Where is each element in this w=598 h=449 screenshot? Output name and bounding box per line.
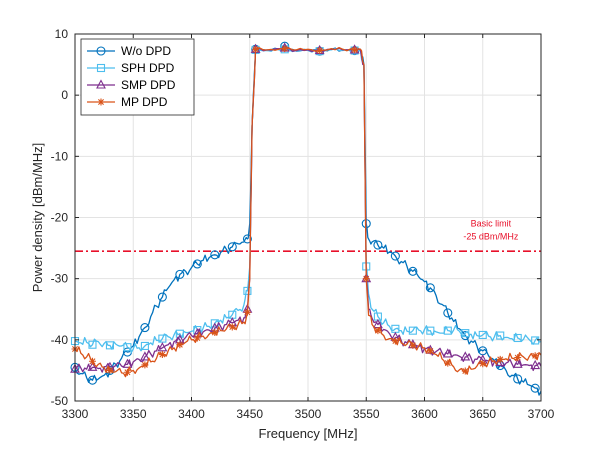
data-point (193, 334, 201, 342)
data-point (243, 308, 251, 316)
data-point (228, 323, 236, 331)
data-point (374, 327, 382, 335)
data-point (175, 269, 185, 279)
data-point (351, 46, 359, 54)
data-point (87, 375, 98, 385)
data-point (442, 348, 453, 358)
data-point (443, 326, 452, 335)
x-tick-label: 3700 (528, 407, 555, 421)
data-point (496, 355, 504, 363)
legend-marker (96, 63, 106, 73)
data-point (426, 326, 435, 335)
data-point (123, 343, 132, 352)
data-point (391, 337, 399, 345)
data-point (106, 366, 114, 374)
data-point (140, 323, 150, 333)
data-point (512, 358, 523, 368)
annotation-line-2: -25 dBm/MHz (463, 232, 519, 242)
data-point (139, 351, 150, 361)
data-point (479, 360, 487, 368)
data-point (242, 234, 252, 244)
data-point (531, 352, 539, 360)
legend-marker (97, 98, 105, 106)
x-tick-label: 3400 (178, 407, 205, 421)
data-point (87, 361, 98, 371)
axis-ticks: 3300 3350 3400 3450 3500 3550 3600 3650 3700 -50 -… (51, 27, 555, 421)
data-point (176, 341, 184, 349)
data-point (157, 292, 167, 302)
series-layer (70, 41, 542, 396)
x-tick-label: 3550 (353, 407, 380, 421)
data-point (192, 259, 202, 269)
x-tick-label: 3300 (62, 407, 89, 421)
data-point (496, 331, 505, 340)
y-tick-label: -30 (51, 272, 69, 286)
data-point (88, 340, 97, 349)
data-point (444, 359, 452, 367)
data-point (408, 326, 417, 335)
data-point (531, 336, 540, 345)
data-point (460, 351, 471, 361)
data-point (390, 251, 400, 261)
data-point (530, 383, 540, 393)
data-point (478, 330, 487, 339)
data-point (158, 334, 167, 343)
legend-marker (96, 79, 106, 89)
legend-marker (96, 46, 106, 56)
data-point (210, 250, 220, 260)
data-point (105, 341, 114, 350)
y-axis-label: Power density [dBm/MHz] (30, 143, 45, 293)
x-tick-label: 3500 (295, 407, 322, 421)
data-point (461, 329, 470, 338)
data-point (443, 308, 453, 318)
data-point (426, 347, 434, 355)
data-point (211, 328, 219, 336)
data-point (409, 341, 417, 349)
annotation-line-1: Basic limit (471, 219, 512, 229)
x-axis-label: Frequency [MHz] (259, 426, 358, 441)
legend-entry-label: SPH DPD (121, 61, 175, 75)
data-point (461, 367, 469, 375)
data-point (362, 275, 370, 283)
data-point (123, 368, 131, 376)
x-tick-label: 3350 (120, 407, 147, 421)
legend-entry-label: MP DPD (121, 95, 168, 109)
y-tick-label: -20 (51, 211, 69, 225)
data-point (252, 45, 260, 53)
data-point (513, 333, 522, 343)
data-point (175, 329, 184, 338)
y-tick-label: 0 (61, 88, 68, 102)
data-point (408, 266, 418, 276)
data-point (281, 45, 289, 53)
data-point (513, 374, 523, 384)
x-tick-label: 3650 (469, 407, 496, 421)
y-tick-label: -40 (51, 333, 69, 347)
legend-entry-label: SMP DPD (121, 78, 176, 92)
data-point (373, 240, 383, 250)
data-point (227, 242, 237, 252)
y-tick-label: -50 (51, 394, 69, 408)
data-point (316, 47, 324, 55)
data-point (425, 283, 435, 293)
series-line-4 (74, 46, 542, 378)
series-4 (71, 45, 542, 378)
data-point (157, 342, 168, 352)
y-tick-label: 10 (55, 27, 69, 41)
data-point (243, 286, 252, 295)
data-point (158, 351, 166, 359)
data-point (141, 361, 149, 369)
legend-entry-label: W/o DPD (121, 44, 171, 58)
data-point (88, 357, 96, 365)
y-tick-label: -10 (51, 149, 69, 163)
x-tick-label: 3600 (411, 407, 438, 421)
legend: W/o DPD SPH DPD SMP DPD MP DPD (80, 38, 195, 116)
data-point (140, 341, 149, 351)
data-point (514, 354, 522, 362)
data-point (530, 359, 541, 370)
x-tick-label: 3450 (236, 407, 263, 421)
data-point (122, 358, 133, 368)
basic-limit-annotation: Basic limit -25 dBm/MHz (463, 219, 519, 242)
